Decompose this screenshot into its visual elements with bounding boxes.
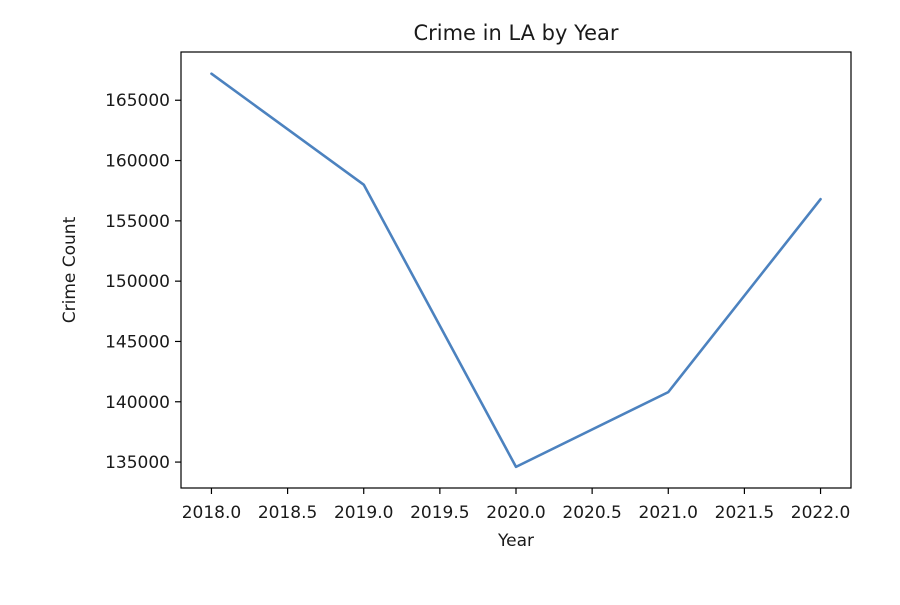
x-tick-label: 2018.5 [258,503,317,523]
y-tick-label: 145000 [105,332,170,352]
y-axis-ticks: 135000 140000 145000 150000 155000 160000 1650… [105,91,181,473]
x-tick-label: 2020.5 [562,503,621,523]
x-tick-label: 2019.0 [334,503,393,523]
x-tick-label: 2021.5 [715,503,774,523]
plot-area-frame [180,51,852,489]
x-axis-label: Year [497,531,534,551]
y-tick-label: 135000 [105,453,170,473]
y-axis-label: Crime Count [60,216,80,323]
x-tick-label: 2021.0 [639,503,698,523]
x-tick-label: 2022.0 [791,503,850,523]
x-tick-label: 2018.0 [182,503,241,523]
chart-title: Crime in LA by Year [413,21,618,45]
y-tick-label: 160000 [105,152,170,172]
x-tick-label: 2019.5 [410,503,469,523]
y-tick-label: 150000 [105,272,170,292]
x-axis-ticks: 2018.0 2018.5 2019.0 2019.5 2020.0 2020.5 2021… [182,488,850,523]
series-line [210,72,822,469]
y-tick-label: 165000 [105,91,170,111]
x-tick-label: 2020.0 [486,503,545,523]
series-layer [210,72,822,469]
y-tick-label: 140000 [105,393,170,413]
y-tick-label: 155000 [105,212,170,232]
